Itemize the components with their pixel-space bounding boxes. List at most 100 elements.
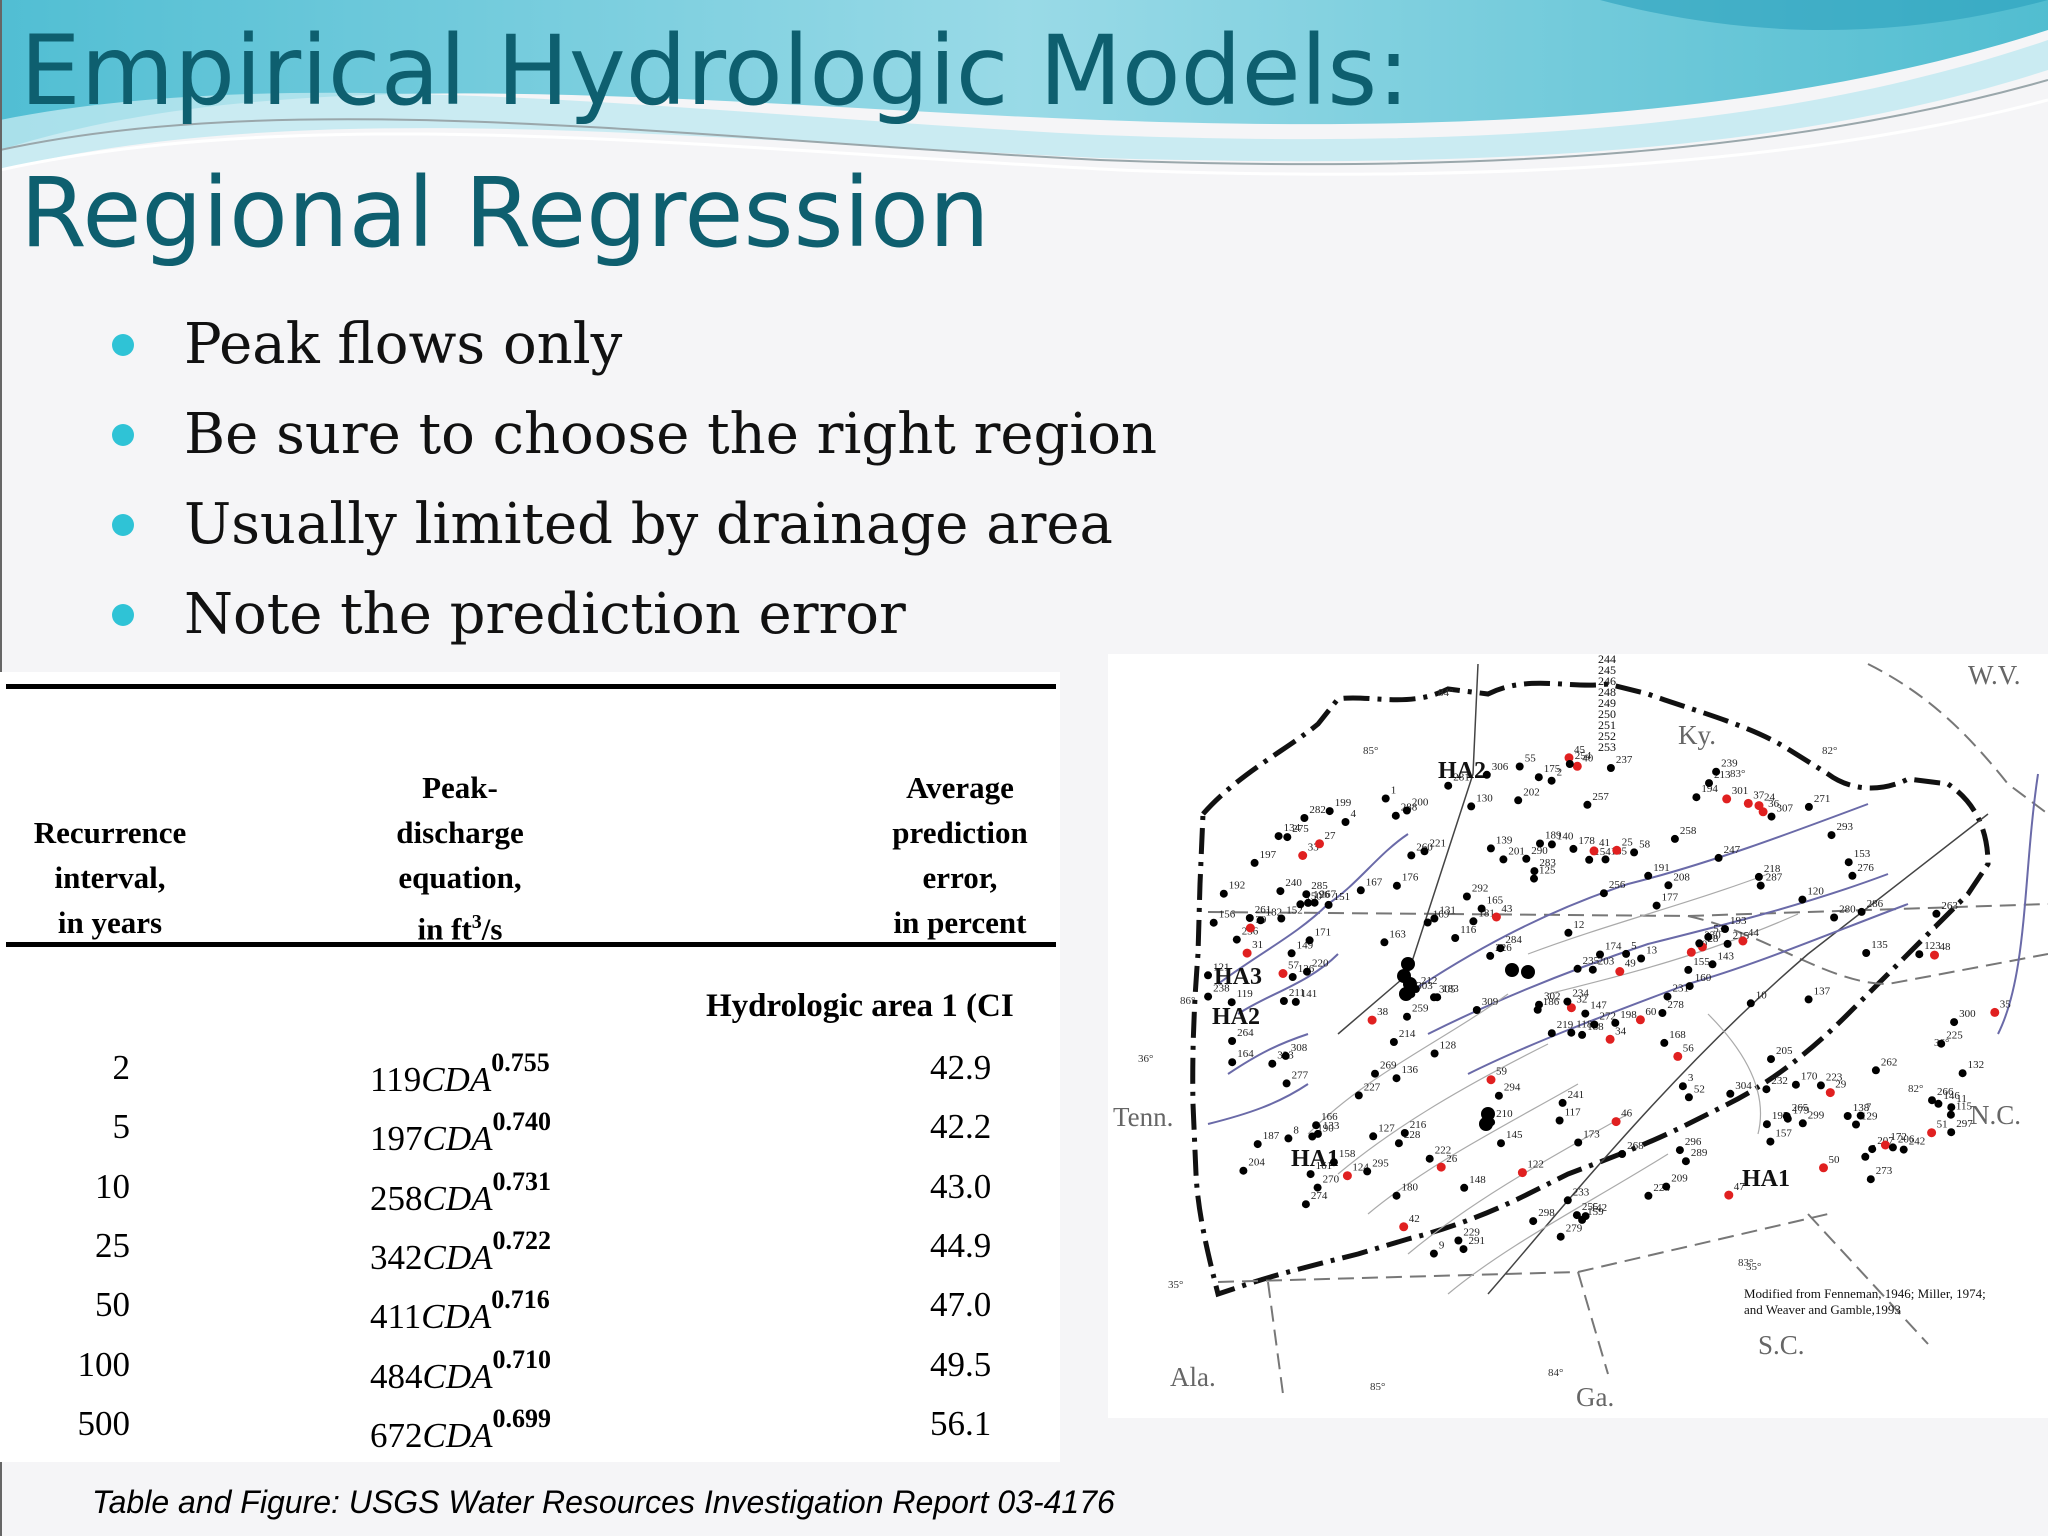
state-label: Ala. xyxy=(1170,1362,1216,1392)
state-label: Ky. xyxy=(1678,720,1716,750)
station-marker xyxy=(1705,779,1713,788)
station-number: 258 xyxy=(1680,825,1697,837)
station-number: 123 xyxy=(1924,940,1941,952)
table-top-rule xyxy=(6,684,1056,689)
station-marker xyxy=(1228,1037,1237,1045)
station-number: 172 xyxy=(1890,1131,1907,1143)
station-marker xyxy=(1306,1170,1315,1179)
station-number: 232 xyxy=(1771,1075,1788,1087)
station-number: 301 xyxy=(1732,785,1749,797)
station-number: 143 xyxy=(1718,950,1735,962)
station-number: 190 xyxy=(1317,1123,1334,1135)
station-number: 49 xyxy=(1625,958,1637,970)
station-marker-large xyxy=(1401,957,1415,971)
graticule-label: 82° xyxy=(1908,1083,1923,1095)
station-number: 240 xyxy=(1285,877,1302,889)
station-number: 116 xyxy=(1460,924,1477,936)
station-marker xyxy=(1798,895,1807,904)
station-marker xyxy=(1283,833,1292,842)
station-number: 253 xyxy=(1598,740,1616,754)
station-number: 290 xyxy=(1531,845,1548,857)
station-marker-red xyxy=(1724,1190,1734,1200)
equation-variable: CDA xyxy=(421,1297,492,1337)
station-marker xyxy=(1467,802,1476,811)
station-number: 183 xyxy=(1442,983,1459,995)
station-number: 164 xyxy=(1237,1048,1254,1060)
state-label: Tenn. xyxy=(1113,1102,1173,1132)
station-number: 119 xyxy=(1237,988,1254,1000)
prediction-error-cell: 56.1 xyxy=(930,1403,992,1443)
station-number: 35 xyxy=(2000,998,2012,1010)
state-label: N.C. xyxy=(1970,1100,2021,1130)
station-marker xyxy=(1534,773,1543,782)
station-number: 10 xyxy=(1756,989,1768,1001)
station-number: 51 xyxy=(1937,1119,1948,1131)
station-marker xyxy=(1596,950,1604,959)
station-marker-red xyxy=(1342,1171,1352,1181)
station-marker xyxy=(1430,1049,1439,1058)
recurrence-interval-cell: 2 xyxy=(112,1048,131,1087)
station-marker xyxy=(1782,1112,1791,1121)
recurrence-interval-cell: 10 xyxy=(95,1166,130,1206)
station-number: 153 xyxy=(1854,848,1871,860)
station-marker xyxy=(1369,1132,1378,1141)
prediction-error-cell: 42.9 xyxy=(930,1048,992,1087)
station-number: 55 xyxy=(1525,753,1537,765)
regression-table: Recurrence interval, in years Peak- disc… xyxy=(0,672,1060,1462)
station-number: 208 xyxy=(1673,871,1690,883)
station-number: 255 xyxy=(1582,1201,1599,1213)
station-number: 170 xyxy=(1801,1071,1818,1083)
station-number: 220 xyxy=(1312,958,1329,970)
station-number: 274 xyxy=(1311,1190,1328,1202)
station-number: 12 xyxy=(1573,919,1584,931)
station-marker xyxy=(1310,898,1319,907)
station-marker xyxy=(1232,935,1241,944)
station-marker xyxy=(1723,939,1732,948)
station-number: 122 xyxy=(1527,1159,1544,1171)
station-marker xyxy=(1287,949,1296,958)
station-number: 242 xyxy=(1909,1136,1926,1148)
station-marker xyxy=(1228,1058,1237,1067)
station-number: 121 xyxy=(1213,961,1230,973)
station-marker-red xyxy=(1486,1075,1496,1085)
station-number: 29 xyxy=(1835,1079,1847,1091)
station-marker xyxy=(1547,1029,1556,1038)
station-number: 214 xyxy=(1399,1028,1416,1040)
table-row: 2 119CDA0.755 42.9 xyxy=(0,1048,1060,1107)
station-marker xyxy=(1827,831,1836,840)
station-marker xyxy=(1496,944,1505,953)
station-marker xyxy=(1363,1167,1372,1176)
header-line: Peak- xyxy=(422,770,498,805)
station-number: 37 xyxy=(1753,789,1765,801)
station-marker xyxy=(1239,1166,1248,1175)
station-marker xyxy=(1947,1103,1956,1112)
station-marker xyxy=(1664,881,1673,890)
station-marker xyxy=(1209,918,1218,927)
station-number: 256 xyxy=(1609,879,1626,891)
bullet-dot-icon xyxy=(112,604,134,626)
station-marker xyxy=(1301,1200,1310,1209)
station-marker xyxy=(1947,1128,1956,1137)
station-number: 295 xyxy=(1372,1157,1389,1169)
station-number: 131 xyxy=(1439,905,1456,917)
station-number: 44 xyxy=(1748,927,1760,939)
station-marker xyxy=(1451,934,1460,942)
station-number: 233 xyxy=(1573,1186,1590,1198)
graticule-label: 84° xyxy=(1548,1367,1563,1379)
table-row: 50 411CDA0.716 47.0 xyxy=(0,1285,1060,1344)
station-number: 32 xyxy=(1576,994,1587,1006)
equation-coefficient: 411 xyxy=(370,1297,422,1337)
station-number: 148 xyxy=(1469,1174,1486,1186)
station-marker-red xyxy=(1743,798,1753,808)
equation-coefficient: 672 xyxy=(370,1415,423,1455)
station-marker-red xyxy=(1315,839,1324,849)
hydrologic-area-label: HA3 xyxy=(1214,964,1262,990)
station-marker xyxy=(1454,1236,1463,1245)
station-number: 174 xyxy=(1605,941,1622,953)
station-number: 212 xyxy=(1421,975,1438,987)
station-marker xyxy=(1714,853,1723,862)
station-marker xyxy=(1767,812,1776,821)
station-marker xyxy=(1622,949,1631,958)
equation-coefficient: 258 xyxy=(370,1178,423,1218)
station-number: 26 xyxy=(1446,1153,1458,1165)
